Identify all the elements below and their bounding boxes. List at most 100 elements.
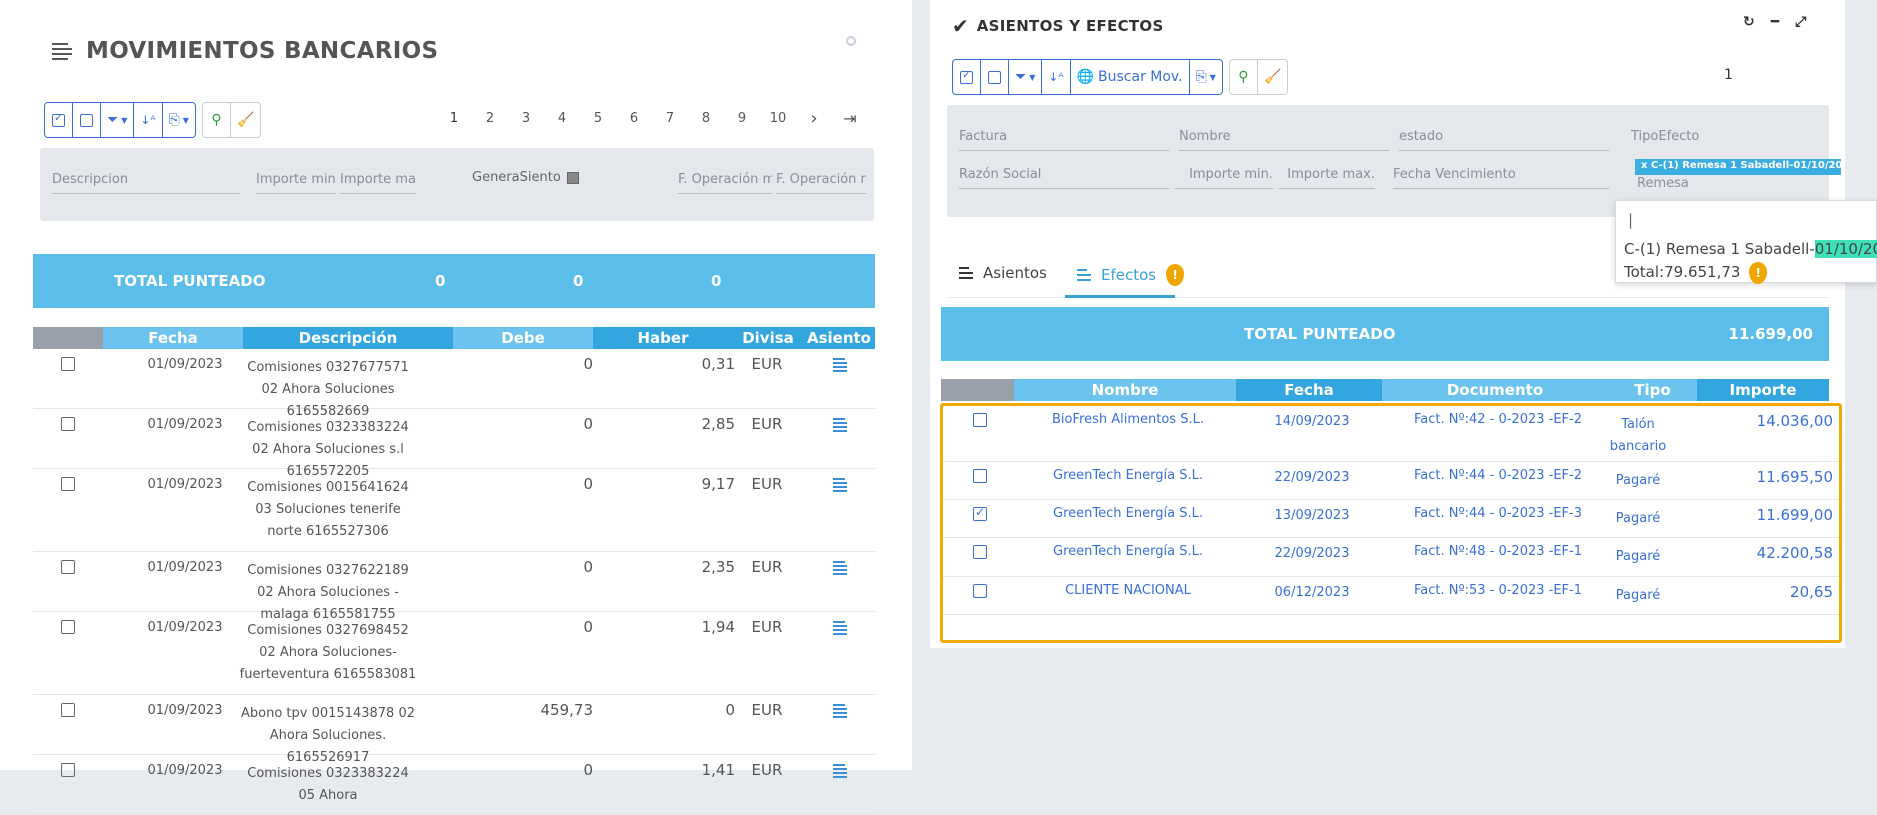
- header-asiento[interactable]: Asiento: [803, 327, 875, 349]
- sort-icon: ↓ᴬ: [1048, 70, 1064, 84]
- row-checkbox[interactable]: [61, 417, 75, 431]
- page-9[interactable]: 9: [737, 111, 747, 126]
- buscar-mov-button[interactable]: 🌐 Buscar Mov.: [1071, 60, 1190, 94]
- expand-icon[interactable]: ⤢: [1795, 14, 1807, 30]
- page-10[interactable]: 10: [769, 111, 787, 126]
- filter-button[interactable]: ⏷ ▼: [101, 103, 135, 137]
- header-descripcion[interactable]: Descripción: [243, 327, 453, 349]
- header-tipo[interactable]: Tipo: [1608, 379, 1697, 401]
- nombre-input[interactable]: Nombre: [1179, 129, 1389, 151]
- row-checkbox[interactable]: [61, 763, 75, 777]
- row-checkbox-checked[interactable]: [973, 505, 987, 521]
- asiento-icon[interactable]: [833, 561, 847, 575]
- importe-max-input[interactable]: Importe max.: [1279, 167, 1375, 189]
- sort-button[interactable]: ↓ᴬ: [134, 103, 163, 137]
- row-nombre: CLIENTE NACIONAL: [1065, 583, 1191, 598]
- importe-min-input[interactable]: Importe min.: [1175, 167, 1273, 189]
- remesa-chip[interactable]: x C-(1) Remesa 1 Sabadell-01/10/2023 (: [1635, 159, 1841, 175]
- header-debe[interactable]: Debe: [453, 327, 593, 349]
- page-6[interactable]: 6: [629, 111, 639, 126]
- row-checkbox[interactable]: [61, 560, 75, 574]
- option-date: 01/10/2023: [1814, 240, 1877, 258]
- header-haber[interactable]: Haber: [593, 327, 733, 349]
- tab-asientos[interactable]: Asientos: [959, 264, 1047, 282]
- genera-siento-checkbox[interactable]: [566, 171, 579, 184]
- row-checkbox[interactable]: [973, 584, 987, 598]
- search-button[interactable]: ⚲: [1230, 60, 1258, 94]
- export-button[interactable]: ⎘ ▼: [1190, 60, 1222, 94]
- total-value-2: 0: [573, 272, 584, 290]
- descripcion-input[interactable]: Descripcion: [52, 172, 240, 194]
- row-divisa: EUR: [751, 558, 783, 576]
- list-icon: [1077, 269, 1091, 281]
- sort-button[interactable]: ↓ᴬ: [1042, 60, 1071, 94]
- clear-button[interactable]: 🧹: [1258, 60, 1287, 94]
- export-button[interactable]: ⎘ ▼: [163, 103, 195, 137]
- dropdown-option[interactable]: C-(1) Remesa 1 Sabadell-01/10/2023: [1624, 240, 1877, 258]
- deselect-button[interactable]: [73, 103, 101, 137]
- select-all-button[interactable]: ✓: [953, 60, 981, 94]
- page-2[interactable]: 2: [485, 111, 495, 126]
- search-button[interactable]: ⚲: [203, 103, 231, 137]
- dropdown-search-cursor[interactable]: |: [1628, 211, 1634, 229]
- fecha-operacion-desde-input[interactable]: F. Operación m: [678, 172, 772, 194]
- asiento-icon[interactable]: [833, 764, 847, 778]
- row-haber: 0,31: [701, 355, 735, 373]
- deselect-button[interactable]: [981, 60, 1009, 94]
- filter-button[interactable]: ⏷ ▼: [1009, 60, 1043, 94]
- header-documento[interactable]: Documento: [1382, 379, 1608, 401]
- row-debe: 0: [583, 415, 593, 433]
- page-5[interactable]: 5: [593, 111, 603, 126]
- row-checkbox[interactable]: [61, 703, 75, 717]
- fecha-vencimiento-input[interactable]: Fecha Vencimiento: [1393, 167, 1609, 189]
- page-number[interactable]: 1: [1724, 67, 1733, 83]
- asiento-icon[interactable]: [833, 704, 847, 718]
- asiento-icon[interactable]: [833, 358, 847, 372]
- tipo-efecto-input[interactable]: TipoEfecto: [1631, 129, 1700, 144]
- asiento-icon[interactable]: [833, 418, 847, 432]
- minimize-icon[interactable]: ━: [1770, 14, 1780, 30]
- remesa-input[interactable]: Remesa: [1637, 176, 1689, 191]
- row-checkbox[interactable]: [61, 477, 75, 491]
- table-row: 01/09/2023 Comisiones 0015641624 03 Solu…: [33, 469, 875, 552]
- select-all-button[interactable]: ✓: [45, 103, 73, 137]
- estado-input[interactable]: estado: [1399, 129, 1609, 151]
- broom-icon: 🧹: [1263, 69, 1282, 85]
- row-descripcion: Abono tpv 0015143878 02 Ahora Soluciones…: [241, 706, 415, 765]
- tab-efectos[interactable]: Efectos !: [1077, 264, 1185, 286]
- refresh-icon[interactable]: ↻: [1743, 14, 1755, 30]
- row-importe: 11.699,00: [1756, 506, 1833, 524]
- row-documento: Fact. Nº:44 - 0-2023 -EF-3: [1413, 506, 1582, 521]
- row-checkbox[interactable]: [973, 545, 987, 559]
- asiento-icon[interactable]: [833, 621, 847, 635]
- row-checkbox[interactable]: [973, 469, 987, 483]
- asiento-icon[interactable]: [833, 478, 847, 492]
- factura-input[interactable]: Factura: [959, 129, 1169, 151]
- page-8[interactable]: 8: [701, 111, 711, 126]
- header-nombre[interactable]: Nombre: [1014, 379, 1236, 401]
- header-fecha[interactable]: Fecha: [103, 327, 243, 349]
- clear-button[interactable]: 🧹: [231, 103, 260, 137]
- panel-divider: [912, 0, 930, 770]
- row-nombre: GreenTech Energía S.L.: [1053, 506, 1203, 521]
- last-page-icon[interactable]: ⇥: [843, 109, 857, 128]
- page-4[interactable]: 4: [557, 111, 567, 126]
- row-fecha: 01/09/2023: [147, 703, 223, 718]
- row-importe: 20,65: [1790, 583, 1833, 601]
- page-1[interactable]: 1: [449, 111, 459, 126]
- page-3[interactable]: 3: [521, 111, 531, 126]
- header-importe[interactable]: Importe: [1697, 379, 1829, 401]
- next-page-icon[interactable]: ›: [810, 108, 818, 129]
- row-checkbox[interactable]: [61, 620, 75, 634]
- row-checkbox[interactable]: [973, 413, 987, 427]
- row-checkbox[interactable]: [61, 357, 75, 371]
- header-fecha[interactable]: Fecha: [1236, 379, 1382, 401]
- fecha-operacion-hasta-input[interactable]: F. Operación m: [776, 172, 866, 194]
- header-divisa[interactable]: Divisa: [733, 327, 803, 349]
- right-table-body: BioFresh Alimentos S.L. 14/09/2023 Fact.…: [943, 406, 1839, 615]
- importe-max-input[interactable]: Importe max.: [340, 172, 416, 194]
- row-descripcion: Comisiones 0323383224 02 Ahora Solucione…: [247, 420, 409, 479]
- page-7[interactable]: 7: [665, 111, 675, 126]
- razon-social-input[interactable]: Razón Social: [959, 167, 1169, 189]
- importe-min-input[interactable]: Importe min.: [256, 172, 336, 194]
